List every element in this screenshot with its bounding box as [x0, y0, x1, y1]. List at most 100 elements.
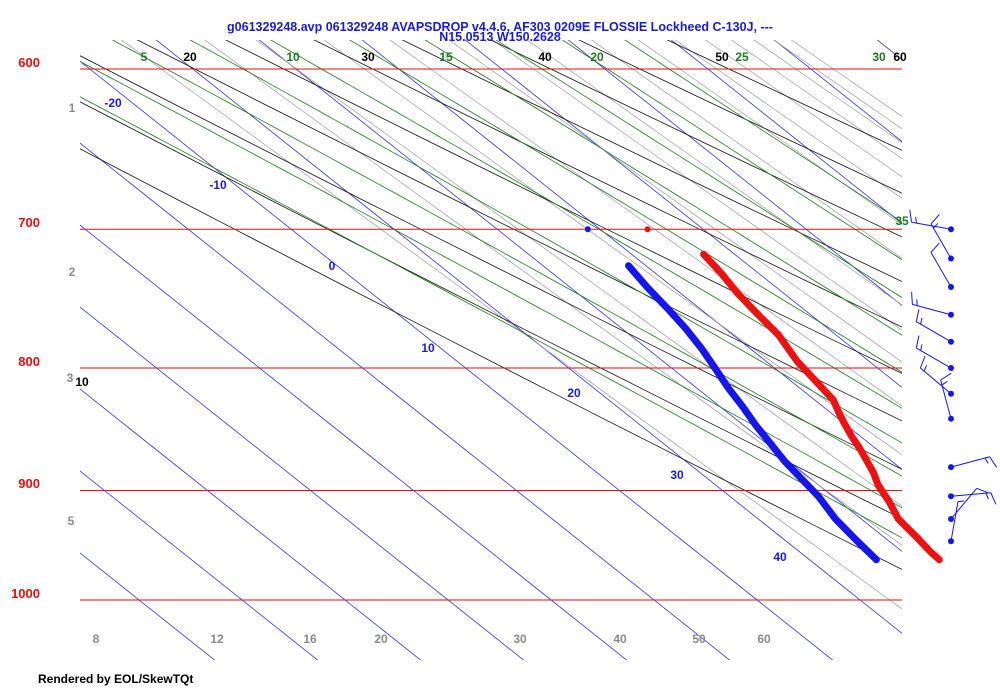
wind-barb-staff [912, 303, 952, 316]
moist-adiabat-label-10: 10 [286, 50, 300, 64]
wind-barb [940, 372, 954, 422]
wind-barb-half-flag [941, 381, 948, 386]
isotherm-label-40: 40 [773, 550, 787, 564]
mixing-ratio-label-5: 5 [68, 514, 75, 528]
dewpoint-trace [625, 262, 880, 564]
wind-barb-dot [948, 226, 954, 233]
wind-barb-staff [916, 321, 952, 343]
moist-adiabat-line [269, 40, 902, 409]
wind-barb [948, 456, 998, 471]
dry-adiabat-line [80, 101, 902, 520]
mixing-ratio-label-30: 30 [513, 632, 527, 646]
wind-barb-staff [950, 487, 978, 520]
isotherm-line [80, 470, 319, 660]
mixing-ratio-label-2: 2 [69, 265, 76, 279]
wind-barb [915, 335, 954, 372]
wind-barb-flag [915, 335, 920, 349]
isobar-label-900: 900 [18, 476, 40, 491]
wind-barb-flag [930, 242, 940, 253]
wind-barb-half-flag [920, 317, 923, 325]
moist-adiabat-line [624, 40, 902, 223]
isotherm-line [80, 388, 422, 660]
isotherm-line [876, 40, 902, 61]
wind-barb [930, 214, 954, 262]
mixing-ratio-line [790, 40, 902, 117]
isotherm-line [80, 224, 628, 660]
isotherm-line [361, 40, 902, 470]
dry-adiabat-line [401, 40, 902, 282]
mixing-ratio-label-1: 1 [69, 101, 76, 115]
mixing-ratio-label-50: 50 [692, 632, 706, 646]
render-credit: Rendered by EOL/SkewTQt [38, 672, 194, 686]
dry-adiabat-label-20: 20 [183, 50, 197, 64]
moist-adiabat-line [348, 40, 902, 373]
wind-barb-flag [911, 291, 913, 305]
wind-barb-flag [909, 209, 913, 223]
dry-adiabat-label-40: 40 [538, 50, 552, 64]
wind-barb-dot [948, 365, 954, 372]
wind-barbs [909, 209, 998, 545]
mixing-ratio-line [705, 40, 902, 178]
isotherm-line [80, 552, 216, 660]
marker-dewpoint [584, 226, 591, 233]
chart-subtitle: N15.0513 W150.2628 [439, 30, 561, 44]
wind-barb-dot [948, 538, 954, 545]
wind-barb-half-flag [920, 344, 923, 351]
isotherm-label-20: 20 [567, 386, 581, 400]
mixing-ratio-line [389, 40, 902, 407]
wind-barb-staff [930, 252, 952, 288]
dry-adiabat-label-60: 60 [893, 50, 907, 64]
moist-adiabat-label-25: 25 [735, 50, 749, 64]
wind-barb-flag [930, 214, 940, 225]
wind-barb-staff [911, 221, 952, 230]
mixing-ratio-line [730, 40, 902, 159]
temperature-trace [700, 250, 943, 564]
isotherm-line [80, 60, 834, 660]
dry-adiabat-line [136, 40, 902, 422]
wind-barb-half-flag [933, 223, 939, 229]
wind-barb-dot [948, 464, 954, 471]
wind-barb-half-flag [957, 500, 965, 503]
dry-adiabat-label-30: 30 [361, 50, 375, 64]
isobar-labels: 600 700 800 900 1000 [11, 55, 40, 601]
wind-barb-dot [948, 311, 954, 318]
wind-barb-flag [915, 309, 920, 322]
mixing-ratio-label-60: 60 [757, 632, 771, 646]
moist-adiabat-line [111, 40, 902, 477]
marker-temperature [644, 226, 651, 233]
dry-adiabat-labels: 20 30 40 50 60 10 [75, 50, 907, 389]
isotherm-label-minus20: -20 [104, 96, 122, 110]
mixing-ratio-label-16: 16 [303, 632, 317, 646]
dry-adiabat-line [489, 40, 902, 238]
wind-barb-dot [948, 515, 954, 522]
sounding-traces [584, 226, 943, 564]
isotherm-line [80, 306, 525, 660]
isotherm-label-0: 0 [329, 259, 336, 273]
moist-adiabat-line [80, 96, 902, 539]
wind-barb-flag [989, 456, 998, 468]
wind-barb [919, 356, 954, 397]
wind-barb [909, 209, 954, 233]
isotherm-label-minus10: -10 [209, 178, 227, 192]
moist-adiabat-label-15: 15 [439, 50, 453, 64]
mixing-ratio-line [120, 40, 902, 610]
wind-barb-dot [948, 338, 954, 345]
isotherm-line [258, 40, 902, 552]
isotherm-line [773, 40, 902, 143]
mixing-ratio-line [753, 40, 902, 144]
isobar-label-1000: 1000 [11, 586, 40, 601]
moist-adiabat-label-35: 35 [895, 214, 909, 228]
moist-adiabat-label-20: 20 [590, 50, 604, 64]
dry-adiabat-line [578, 40, 902, 194]
wind-barb-half-flag [923, 365, 927, 372]
isotherm-line [670, 40, 902, 225]
mixing-ratio-line [255, 40, 902, 507]
mixing-ratio-line [590, 40, 902, 259]
mixing-ratio-line [204, 40, 902, 546]
wind-barb-staff [930, 223, 952, 259]
dry-adiabat-line [80, 148, 902, 570]
wind-barb-dot [948, 493, 954, 500]
wind-barb [948, 500, 965, 545]
moist-adiabat-line [495, 40, 902, 299]
